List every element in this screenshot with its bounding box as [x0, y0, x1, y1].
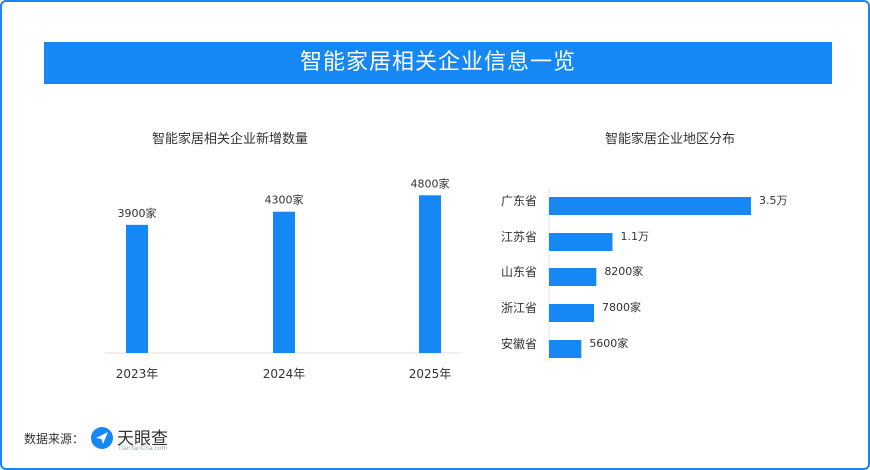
right-bar-value-label: 7800家	[602, 300, 641, 314]
left-bar-value-label: 4300家	[265, 193, 304, 207]
right-chart-title: 智能家居企业地区分布	[604, 132, 735, 147]
right-y-tick-label: 山东省	[501, 265, 537, 279]
left-bar	[419, 195, 441, 353]
right-y-tick-label: 安徽省	[501, 336, 537, 351]
left-bar	[273, 211, 295, 353]
page-title: 智能家居相关企业信息一览	[44, 42, 832, 84]
right-bar	[549, 340, 582, 358]
logo-name: 天眼查	[117, 429, 168, 449]
left-bar-value-label: 4800家	[411, 176, 450, 190]
left-bar	[126, 224, 148, 353]
left-x-tick-label: 2023年	[116, 367, 159, 381]
right-y-tick-label: 江苏省	[501, 230, 537, 244]
right-bar-value-label: 1.1万	[620, 230, 649, 243]
right-y-tick-label: 广东省	[501, 194, 537, 208]
logo-subtitle: TianYanCha.com	[118, 445, 168, 452]
left-bar-value-label: 3900家	[118, 206, 157, 220]
right-bar-value-label: 3.5万	[759, 194, 788, 207]
right-bar	[549, 268, 597, 286]
left-x-tick-label: 2025年	[409, 367, 452, 381]
source-label: 数据来源：	[24, 432, 85, 446]
left-chart-title: 智能家居相关企业新增数量	[151, 132, 308, 147]
tianyancha-logo-icon	[91, 427, 113, 449]
right-bar	[549, 304, 595, 322]
right-bar-value-label: 5600家	[589, 336, 628, 350]
right-bar	[549, 197, 751, 215]
left-x-tick-label: 2024年	[263, 367, 306, 381]
right-y-tick-label: 浙江省	[501, 301, 537, 315]
right-bar	[549, 233, 613, 251]
right-bar-value-label: 8200家	[604, 264, 643, 278]
